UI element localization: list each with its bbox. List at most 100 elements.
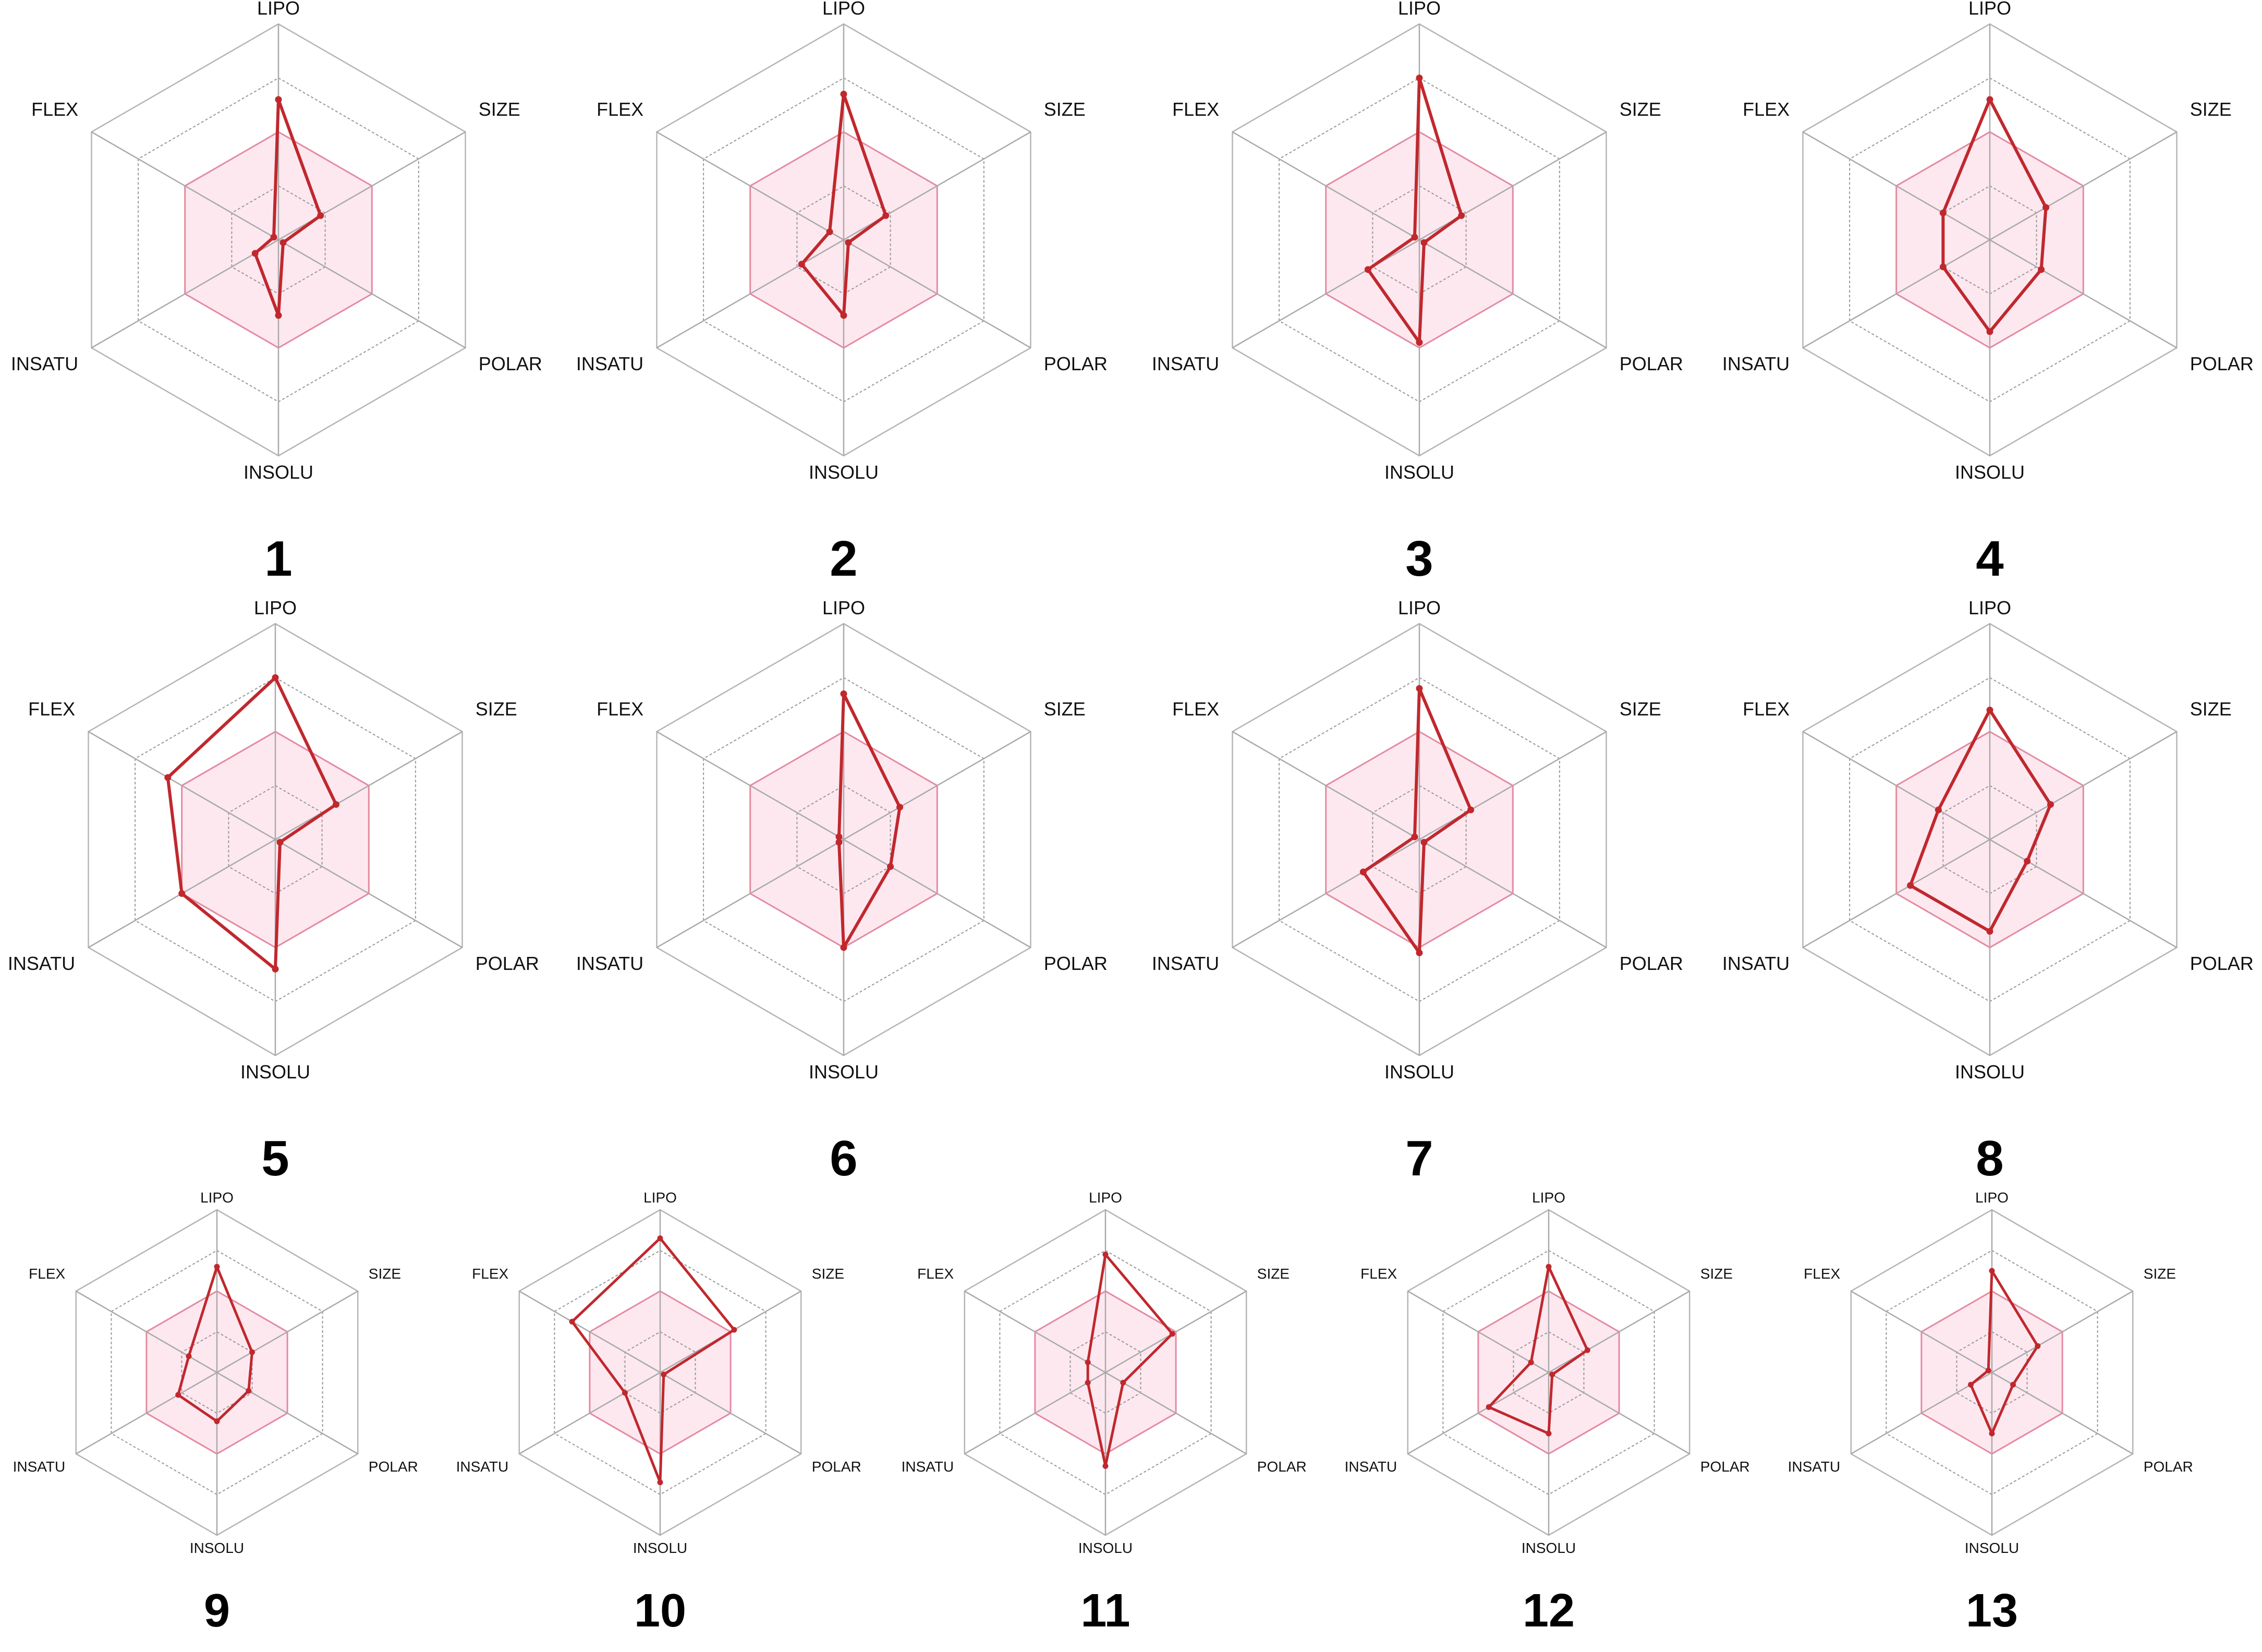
axis-spoke-insatu	[519, 1371, 661, 1455]
data-point-lipo	[840, 91, 847, 98]
data-point-polar	[2010, 1381, 2016, 1388]
axis-label-lipo: LIPO	[1398, 597, 1441, 618]
axis-label-size: SIZE	[1044, 698, 1086, 720]
data-point-flex	[1935, 806, 1942, 813]
data-point-insatu	[1968, 1381, 1974, 1388]
axis-label-polar: POLAR	[476, 953, 539, 974]
axis-label-lipo: LIPO	[1968, 0, 2011, 19]
axis-label-insolu: INSOLU	[1522, 1540, 1576, 1556]
data-point-lipo	[1986, 96, 1993, 103]
axis-label-insatu: INSATU	[8, 953, 75, 974]
axis-spoke-flex	[76, 1290, 217, 1374]
axis-label-polar: POLAR	[1044, 353, 1108, 374]
axis-spoke-flex	[656, 131, 844, 241]
axis-spoke-polar	[843, 239, 1031, 349]
axis-spoke-flex	[91, 131, 279, 241]
axis-label-insatu: INSATU	[11, 353, 78, 374]
axis-label-flex: FLEX	[917, 1266, 954, 1282]
axis-label-flex: FLEX	[472, 1266, 508, 1282]
axis-label-insolu: INSOLU	[190, 1540, 244, 1556]
data-point-insatu	[1359, 868, 1367, 876]
axis-spoke-polar	[1419, 839, 1607, 949]
data-point-insolu	[1102, 1463, 1109, 1469]
axis-label-polar: POLAR	[812, 1459, 861, 1475]
panel-number: 7	[1405, 1131, 1433, 1186]
axis-label-lipo: LIPO	[1975, 1189, 2009, 1206]
radar-panel-7: LIPO SIZE POLAR INSOLU INSATU FLEX 7	[1152, 597, 1683, 1186]
data-point-size	[249, 1349, 255, 1355]
data-point-flex	[826, 228, 833, 235]
data-point-lipo	[275, 96, 282, 103]
axis-label-flex: FLEX	[1172, 99, 1219, 120]
data-point-insolu	[1546, 1430, 1552, 1437]
data-point-size	[1169, 1331, 1175, 1337]
data-point-size	[882, 212, 890, 219]
axis-label-insolu: INSOLU	[240, 1061, 310, 1083]
axis-label-flex: FLEX	[1172, 698, 1219, 720]
axis-label-insatu: INSATU	[1722, 353, 1790, 374]
axis-label-insatu: INSATU	[1722, 953, 1790, 974]
axis-label-flex: FLEX	[597, 99, 643, 120]
radar-panel-3: LIPO SIZE POLAR INSOLU INSATU FLEX 3	[1152, 0, 1683, 587]
panel-number: 6	[830, 1131, 857, 1186]
axis-spoke-polar	[843, 839, 1031, 949]
axis-label-flex: FLEX	[28, 698, 75, 720]
data-point-insatu	[175, 1392, 181, 1398]
axis-spoke-size	[1989, 731, 2178, 841]
axis-label-polar: POLAR	[1700, 1459, 1750, 1475]
axis-label-insatu: INSATU	[1345, 1459, 1397, 1475]
axis-label-insolu: INSOLU	[1965, 1540, 2019, 1556]
axis-spoke-polar	[1419, 239, 1607, 349]
data-point-size	[333, 801, 339, 808]
axis-label-lipo: LIPO	[1089, 1189, 1122, 1206]
axis-spoke-insatu	[964, 1371, 1106, 1455]
axis-label-size: SIZE	[1257, 1266, 1290, 1282]
axis-spoke-size	[216, 1290, 358, 1374]
radar-panel-9: LIPO SIZE POLAR INSOLU INSATU FLEX 9	[13, 1189, 418, 1637]
axis-spoke-flex	[88, 731, 276, 841]
axis-label-polar: POLAR	[1044, 953, 1108, 974]
axis-label-size: SIZE	[1044, 99, 1086, 120]
axis-label-flex: FLEX	[1360, 1266, 1397, 1282]
data-point-insatu	[622, 1390, 628, 1396]
data-point-polar	[887, 863, 894, 870]
axis-spoke-polar	[1989, 239, 2178, 349]
data-point-insatu	[251, 250, 259, 257]
axis-spoke-insatu	[1407, 1371, 1549, 1455]
axis-spoke-insatu	[656, 839, 844, 949]
data-point-insolu	[214, 1418, 220, 1425]
axis-label-insolu: INSOLU	[809, 1061, 879, 1083]
data-point-size	[731, 1327, 737, 1333]
panel-number: 10	[634, 1585, 686, 1637]
axis-label-size: SIZE	[476, 698, 517, 720]
data-point-polar	[2038, 266, 2045, 273]
data-point-flex	[164, 774, 172, 781]
axis-label-lipo: LIPO	[1532, 1189, 1565, 1206]
data-point-size	[896, 804, 904, 811]
radar-panel-10: LIPO SIZE POLAR INSOLU INSATU FLEX 10	[456, 1189, 861, 1637]
radar-panel-13: LIPO SIZE POLAR INSOLU INSATU FLEX 13	[1788, 1189, 2193, 1637]
axis-label-insolu: INSOLU	[1384, 461, 1454, 483]
data-point-flex	[835, 833, 843, 841]
data-point-polar	[276, 839, 284, 846]
data-point-insatu	[1486, 1404, 1492, 1410]
data-point-lipo	[1416, 685, 1423, 692]
data-point-insolu	[275, 312, 282, 319]
data-point-insatu	[1085, 1380, 1091, 1386]
data-point-size	[1467, 806, 1475, 813]
radar-panel-11: LIPO SIZE POLAR INSOLU INSATU FLEX 11	[902, 1189, 1307, 1637]
axis-label-polar: POLAR	[1257, 1459, 1307, 1475]
axis-spoke-polar	[216, 1371, 358, 1455]
radar-panel-12: LIPO SIZE POLAR INSOLU INSATU FLEX 12	[1345, 1189, 1750, 1637]
data-point-insolu	[272, 965, 279, 973]
axis-spoke-insatu	[1232, 839, 1420, 949]
data-point-insatu	[1939, 263, 1947, 271]
data-point-polar	[1420, 239, 1428, 246]
axis-label-size: SIZE	[1620, 698, 1661, 720]
axis-spoke-flex	[519, 1290, 661, 1374]
axis-spoke-size	[1989, 131, 2178, 241]
axis-label-lipo: LIPO	[254, 597, 297, 618]
data-point-size	[1584, 1347, 1590, 1353]
data-point-lipo	[1102, 1252, 1109, 1258]
axis-spoke-insatu	[91, 239, 279, 349]
